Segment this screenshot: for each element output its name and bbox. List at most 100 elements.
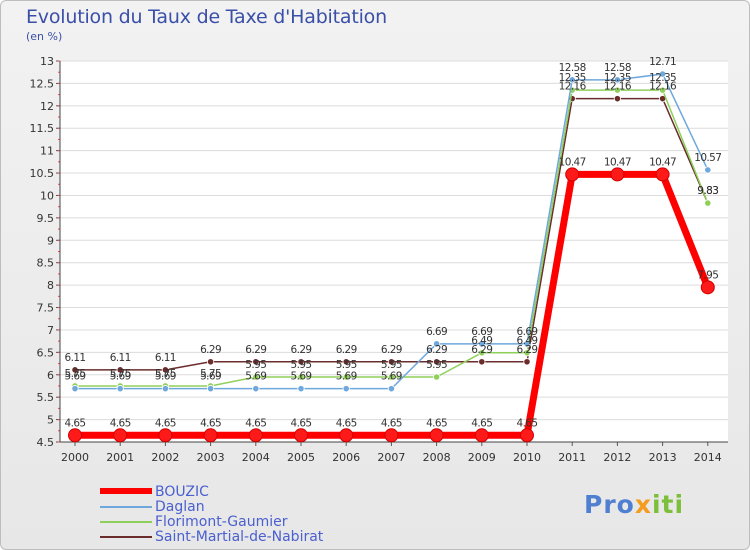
y-tick-label-8: 8.5 xyxy=(37,257,55,270)
data-point-daglan xyxy=(252,385,260,393)
data-point-daglan xyxy=(207,385,215,393)
data-label-daglan: 12.58 xyxy=(604,62,631,74)
x-tick-label-9: 2009 xyxy=(468,451,496,464)
data-point-daglan xyxy=(432,340,441,348)
data-label-florimont-gaumier: 5.75 xyxy=(200,368,221,380)
data-point-bouzic xyxy=(520,428,534,443)
y-tick-label-11: 10 xyxy=(40,189,54,202)
data-label-bouzic: 4.65 xyxy=(110,417,131,429)
data-point-daglan xyxy=(71,385,79,393)
data-label-saint-martial-de-nabirat: 6.29 xyxy=(471,344,492,356)
data-label-bouzic: 4.65 xyxy=(426,417,447,429)
data-point-bouzic xyxy=(339,428,354,443)
legend-label-saint-martial: Saint-Martial-de-Nabirat xyxy=(155,529,324,545)
data-label-bouzic: 4.65 xyxy=(65,417,86,429)
data-label-saint-martial-de-nabirat: 6.29 xyxy=(200,344,221,356)
data-point-bouzic xyxy=(294,428,308,443)
data-point-daglan xyxy=(342,385,350,393)
legend-label-bouzic: BOUZIC xyxy=(155,484,209,500)
series-daglan xyxy=(71,70,712,393)
data-point-florimont-gaumier xyxy=(342,373,350,381)
data-label-saint-martial-de-nabirat: 6.29 xyxy=(291,344,312,356)
data-label-florimont-gaumier: 12.35 xyxy=(559,72,586,84)
data-label-daglan: 5.69 xyxy=(155,371,176,383)
data-point-saint-martial-de-nabirat xyxy=(252,358,260,366)
chart-unit: (en %) xyxy=(26,30,63,43)
data-point-bouzic xyxy=(158,428,173,443)
data-label-florimont-gaumier: 12.35 xyxy=(604,72,631,84)
data-label-daglan: 12.71 xyxy=(649,56,676,68)
data-label-florimont-gaumier: 5.75 xyxy=(155,368,176,380)
data-point-daglan xyxy=(116,385,124,393)
data-point-bouzic xyxy=(113,428,128,443)
data-label-daglan: 5.69 xyxy=(110,371,131,383)
data-point-bouzic xyxy=(203,428,218,443)
data-label-saint-martial-de-nabirat: 12.16 xyxy=(559,81,587,93)
data-label-saint-martial-de-nabirat: 6.29 xyxy=(517,344,538,356)
data-point-saint-martial-de-nabirat xyxy=(207,358,215,366)
legend-swatch-florimont xyxy=(100,521,152,523)
data-point-bouzic xyxy=(68,428,82,443)
legend-label-daglan: Daglan xyxy=(155,499,205,515)
data-label-florimont-gaumier: 5.95 xyxy=(336,359,357,371)
data-point-bouzic xyxy=(700,280,715,295)
x-tick-label-13: 2013 xyxy=(649,451,677,464)
data-label-saint-martial-de-nabirat: 6.29 xyxy=(245,344,266,356)
data-label-daglan: 5.69 xyxy=(336,371,357,383)
data-point-saint-martial-de-nabirat xyxy=(387,358,395,366)
x-tick-label-7: 2007 xyxy=(377,451,405,464)
data-label-florimont-gaumier: 6.49 xyxy=(517,335,538,347)
data-label-florimont-gaumier: 12.35 xyxy=(649,72,676,84)
data-label-bouzic: 4.65 xyxy=(155,417,176,429)
data-label-daglan: 6.69 xyxy=(517,326,538,338)
logo-part-2: x xyxy=(634,490,652,519)
data-label-florimont-gaumier: 5.75 xyxy=(65,368,86,380)
data-label-florimont-gaumier: 5.95 xyxy=(381,359,402,371)
data-label-florimont-gaumier: 9.83 xyxy=(697,185,718,197)
data-point-saint-martial-de-nabirat xyxy=(478,358,486,366)
data-label-florimont-gaumier: 6.49 xyxy=(471,335,492,347)
data-point-bouzic xyxy=(655,167,670,182)
data-label-bouzic: 4.65 xyxy=(245,417,266,429)
data-label-daglan: 5.69 xyxy=(65,371,86,383)
data-point-daglan xyxy=(658,70,667,78)
data-label-daglan: 5.69 xyxy=(381,371,402,383)
y-tick-label-14: 11.5 xyxy=(30,122,55,135)
x-tick-label-6: 2006 xyxy=(332,451,360,464)
x-tick-label-5: 2005 xyxy=(287,451,315,464)
y-tick-label-10: 9.5 xyxy=(37,212,55,225)
data-label-saint-martial-de-nabirat: 6.11 xyxy=(155,352,176,364)
data-point-florimont-gaumier xyxy=(523,349,531,357)
y-tick-label-0: 4.5 xyxy=(37,436,55,449)
data-point-saint-martial-de-nabirat xyxy=(161,366,169,374)
data-point-florimont-gaumier xyxy=(704,199,712,207)
data-label-bouzic: 7.95 xyxy=(697,269,718,281)
x-tick-label-1: 2001 xyxy=(106,451,134,464)
x-tick-label-10: 2010 xyxy=(513,451,541,464)
data-point-florimont-gaumier xyxy=(297,373,305,381)
x-tick-label-14: 2014 xyxy=(694,451,722,464)
data-point-bouzic xyxy=(384,428,399,443)
legend-label-florimont: Florimont-Gaumier xyxy=(155,514,288,530)
y-tick-label-17: 13 xyxy=(40,55,54,68)
data-label-saint-martial-de-nabirat: 6.29 xyxy=(381,344,402,356)
data-label-daglan: 12.58 xyxy=(559,62,586,74)
data-point-daglan xyxy=(297,385,305,393)
data-label-daglan: 10.57 xyxy=(694,152,721,164)
data-point-saint-martial-de-nabirat xyxy=(297,358,305,366)
data-label-bouzic: 10.47 xyxy=(559,156,586,168)
data-point-bouzic xyxy=(429,428,444,443)
data-label-bouzic: 4.65 xyxy=(517,417,538,429)
x-tick-label-3: 2003 xyxy=(197,451,225,464)
logo-part-3: iti xyxy=(651,490,685,519)
data-point-saint-martial-de-nabirat xyxy=(432,358,441,366)
y-tick-label-6: 7.5 xyxy=(37,302,55,315)
y-tick-label-1: 5 xyxy=(47,414,54,427)
data-point-saint-martial-de-nabirat xyxy=(342,358,350,366)
data-point-bouzic xyxy=(474,428,489,443)
data-label-daglan: 5.69 xyxy=(245,371,266,383)
y-tick-label-5: 7 xyxy=(47,324,54,337)
data-label-daglan: 6.69 xyxy=(471,326,492,338)
data-point-daglan xyxy=(568,76,576,84)
